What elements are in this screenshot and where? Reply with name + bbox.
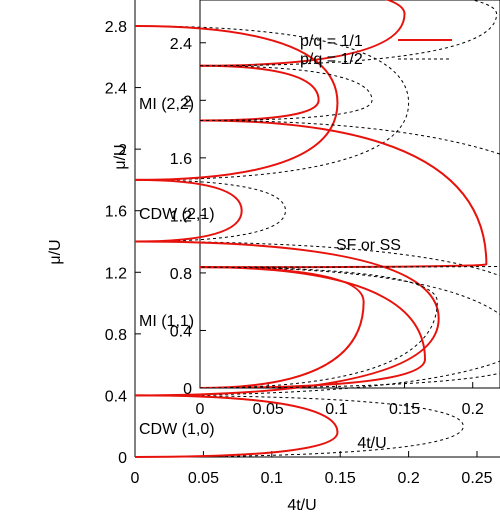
legend-entry-1: p/q = 1/1: [300, 33, 363, 50]
inset-axes: 0 0.05 0.1 0.15 0.2 0 0.4 0.8 1.2 1.6 2 2.4: [170, 0, 500, 418]
main-ytick-label: 2.8: [105, 19, 127, 36]
annotation-mi22: MI (2,2): [139, 96, 194, 113]
inset-ytick-label: 0.8: [170, 266, 192, 283]
annotation-cdw10: CDW (1,0): [139, 421, 215, 438]
annotation-mi11: MI (1,1): [139, 313, 194, 330]
inset-curve-pq-1-1: [200, 266, 365, 388]
main-xtick-label: 0.05: [188, 470, 219, 487]
inset-curve-pq-1-2: [200, 65, 373, 121]
main-curve-pq-1-2: [134, 25, 410, 181]
inset-xtick-label: 0: [196, 401, 205, 418]
main-xtick-label: 0.15: [325, 470, 356, 487]
main-ytick-label: 0.8: [105, 327, 127, 344]
inset-ytick-label: 1.6: [170, 151, 192, 168]
annotation-sf-ss: SF or SS: [336, 237, 401, 254]
main-ytick-label: 2.4: [105, 81, 127, 98]
inset-curve-pq-1-2: [200, 266, 500, 388]
inset-ytick-label: 1.2: [170, 208, 192, 225]
inset-ytick-label: 0.4: [170, 323, 192, 340]
labels: 4t/U μ/U MI (2,2) CDW (2,1) SF or SS MI …: [47, 33, 452, 514]
inset-xtick-label: 0.15: [389, 401, 420, 418]
main-xtick-label: 0.1: [261, 470, 283, 487]
inset-curve-pq-1-2: [200, 119, 500, 268]
main-curve-pq-1-1: [134, 25, 339, 181]
inset-curves: [200, 0, 500, 388]
annotation-cdw21: CDW (2,1): [139, 206, 215, 223]
inset-frame: [199, 0, 500, 389]
inset-xtick-label: 0.1: [325, 401, 347, 418]
inset-xlabel: 4t/U: [357, 435, 386, 452]
main-curve-pq-1-1: [134, 394, 339, 458]
legend-entry-2: p/q = 1/2: [300, 51, 363, 68]
main-ytick-label: 0.4: [105, 388, 127, 405]
inset-xtick-label: 0.2: [462, 401, 484, 418]
inset-curve-pq-1-2: [200, 266, 438, 388]
inset-curve-pq-1-1: [200, 266, 427, 388]
curves: [134, 0, 500, 458]
main-xtick-label: 0.2: [397, 470, 419, 487]
inset-ytick-label: 2: [183, 93, 192, 110]
main-ytick-label: 1.6: [105, 204, 127, 221]
main-ytick-label: 1.2: [105, 265, 127, 282]
main-ytick-label: 0: [118, 450, 127, 467]
main-xtick-label: 0.25: [461, 470, 492, 487]
inset-ylabel: μ/U: [112, 144, 129, 169]
inset-ytick-label: 2.4: [170, 36, 192, 53]
main-xlabel: 4t/U: [287, 497, 316, 514]
main-curve-pq-1-2: [134, 241, 500, 396]
inset-curve-pq-1-1: [200, 0, 406, 67]
main-ylabel: μ/U: [47, 239, 64, 264]
main-curve-pq-1-2: [134, 394, 464, 458]
main-curve-pq-1-1: [134, 178, 243, 243]
main-xtick-label: 0: [131, 470, 140, 487]
inset-ytick-label: 0: [183, 381, 192, 398]
inset-xtick-label: 0.05: [253, 401, 284, 418]
main-ytick-label: 2: [118, 142, 127, 159]
inset-curve-pq-1-1: [200, 64, 320, 122]
main-axes: 0 0.05 0.1 0.15 0.2 0.25 0 0.4 0.8 1.2 1.6 2 2.4 2.8: [105, 0, 500, 487]
main-curve-pq-1-2: [134, 179, 286, 242]
